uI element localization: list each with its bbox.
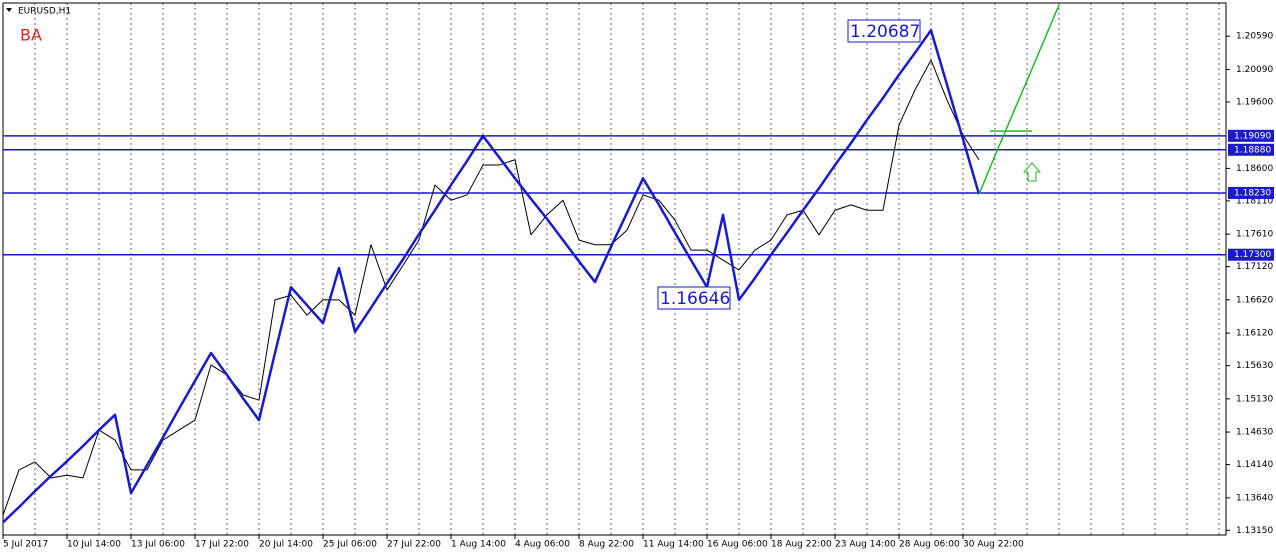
y-tick-label: 1.13640 xyxy=(1236,493,1273,503)
y-tick-label: 1.17610 xyxy=(1236,230,1273,240)
level-label: 1.18880 xyxy=(1234,145,1271,155)
x-tick-label: 1 Aug 14:00 xyxy=(451,540,506,550)
title-arrow xyxy=(6,8,12,12)
x-tick-label: 25 Jul 06:00 xyxy=(323,540,377,550)
x-tick-label: 20 Jul 14:00 xyxy=(259,540,313,550)
y-tick-label: 1.17120 xyxy=(1236,262,1273,272)
indicator-label: BA xyxy=(20,26,42,45)
x-tick-label: 27 Jul 22:00 xyxy=(387,540,441,550)
x-tick-label: 13 Jul 06:00 xyxy=(131,540,185,550)
plot-frame xyxy=(2,2,1227,536)
y-tick-label: 1.19600 xyxy=(1236,97,1273,107)
level-label-box xyxy=(1228,186,1274,199)
x-tick-label: 5 Jul 2017 xyxy=(3,540,48,550)
level-label: 1.18230 xyxy=(1234,188,1271,198)
x-tick-label: 18 Aug 22:00 xyxy=(771,540,832,550)
x-tick-label: 8 Aug 22:00 xyxy=(579,540,634,550)
y-tick-label: 1.14140 xyxy=(1236,460,1273,470)
x-tick-label: 16 Aug 06:00 xyxy=(707,540,768,550)
y-tick-label: 1.16620 xyxy=(1236,295,1273,305)
x-tick-label: 4 Aug 06:00 xyxy=(515,540,570,550)
y-tick-label: 1.20090 xyxy=(1236,65,1273,75)
level-label: 1.17300 xyxy=(1234,250,1271,260)
x-tick-label: 30 Aug 22:00 xyxy=(963,540,1024,550)
annotation: 1.16646 xyxy=(660,289,730,309)
level-label: 1.19090 xyxy=(1234,131,1271,141)
x-tick-label: 10 Jul 14:00 xyxy=(67,540,121,550)
x-tick-label: 17 Jul 22:00 xyxy=(195,540,249,550)
up-arrow xyxy=(1022,162,1042,182)
x-tick-label: 11 Aug 14:00 xyxy=(643,540,704,550)
annotation: 1.20687 xyxy=(850,22,920,42)
y-tick-label: 1.16120 xyxy=(1236,329,1273,339)
y-tick-label: 1.15630 xyxy=(1236,361,1273,371)
y-tick-label: 1.18110 xyxy=(1236,196,1273,206)
x-tick-label: 23 Aug 14:00 xyxy=(835,540,896,550)
level-label-box xyxy=(1228,143,1274,156)
y-tick-label: 1.14630 xyxy=(1236,428,1273,438)
annotation-box xyxy=(657,286,731,310)
x-tick-label: 28 Aug 06:00 xyxy=(899,540,960,550)
series-line xyxy=(2,28,981,524)
chart-title: EURUSD,H1 xyxy=(18,7,71,17)
y-tick-label: 1.18600 xyxy=(1236,164,1273,174)
level-label-box xyxy=(1228,129,1274,142)
level-label-box xyxy=(1228,248,1274,261)
y-tick-label: 1.13150 xyxy=(1236,526,1273,536)
series-line xyxy=(2,59,980,516)
annotation-box xyxy=(847,19,921,43)
y-tick-label: 1.20590 xyxy=(1236,32,1273,42)
series-line xyxy=(978,4,1060,195)
y-tick-label: 1.15130 xyxy=(1236,394,1273,404)
